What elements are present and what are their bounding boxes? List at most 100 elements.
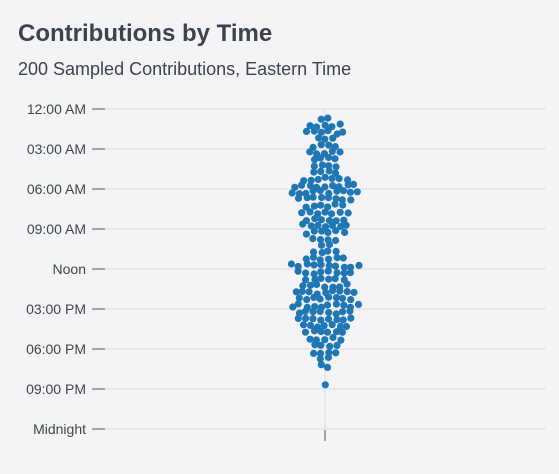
data-point xyxy=(350,288,358,296)
data-point xyxy=(298,209,306,217)
data-point xyxy=(331,155,339,163)
data-point xyxy=(306,122,314,130)
data-point xyxy=(317,341,325,349)
data-point xyxy=(326,342,334,350)
data-point xyxy=(331,275,339,283)
data-point xyxy=(332,163,340,171)
data-point xyxy=(349,180,358,188)
data-point xyxy=(302,276,310,284)
data-point xyxy=(305,288,313,296)
data-point xyxy=(318,161,326,169)
data-point xyxy=(310,349,318,357)
data-point xyxy=(337,336,345,344)
data-point xyxy=(336,120,344,128)
data-point xyxy=(315,134,323,142)
data-point xyxy=(310,168,318,176)
data-point xyxy=(325,308,333,317)
data-point xyxy=(324,194,333,202)
data-point xyxy=(318,249,326,257)
data-point xyxy=(306,148,314,156)
data-point xyxy=(317,115,325,123)
data-point xyxy=(333,187,341,195)
data-point xyxy=(292,288,300,296)
data-point xyxy=(331,262,340,270)
data-point xyxy=(328,174,336,183)
data-point xyxy=(310,127,318,135)
data-point xyxy=(339,316,347,324)
data-point xyxy=(309,193,317,201)
data-point xyxy=(325,153,333,162)
data-point xyxy=(289,303,297,311)
y-tick-label: 09:00 PM xyxy=(26,381,86,397)
chart-subtitle: 200 Sampled Contributions, Eastern Time xyxy=(18,59,352,79)
data-point xyxy=(306,281,315,289)
data-point xyxy=(327,210,336,218)
data-point xyxy=(318,193,326,202)
data-point xyxy=(339,201,347,209)
data-point xyxy=(316,154,324,162)
data-point xyxy=(340,263,348,271)
data-point xyxy=(299,282,307,290)
data-point xyxy=(321,336,329,344)
data-point xyxy=(336,287,344,295)
data-point xyxy=(309,187,317,195)
data-point xyxy=(302,127,311,135)
data-point xyxy=(310,227,318,235)
data-point xyxy=(303,296,311,304)
data-point xyxy=(328,221,336,230)
data-point xyxy=(317,216,325,224)
data-point xyxy=(339,128,347,136)
data-point xyxy=(301,307,309,315)
data-point xyxy=(333,254,341,262)
data-point xyxy=(310,270,318,278)
data-point xyxy=(321,135,329,143)
data-point xyxy=(325,255,333,263)
data-point xyxy=(325,275,333,283)
data-point xyxy=(331,169,340,177)
data-point xyxy=(323,328,332,336)
data-point xyxy=(316,349,325,357)
data-point xyxy=(332,227,340,235)
data-point xyxy=(332,195,340,203)
data-point xyxy=(332,310,340,318)
data-point xyxy=(324,247,332,255)
data-point xyxy=(317,167,325,175)
data-point xyxy=(287,260,295,268)
data-point xyxy=(310,156,319,164)
y-tick-label: 03:00 PM xyxy=(26,301,86,317)
data-point xyxy=(353,188,361,196)
data-point xyxy=(336,208,344,216)
data-point xyxy=(342,221,350,229)
data-point xyxy=(291,183,299,191)
data-point xyxy=(317,128,325,136)
data-point xyxy=(309,235,317,243)
data-point xyxy=(344,181,352,189)
data-point xyxy=(313,280,321,288)
data-point xyxy=(316,187,324,195)
data-point xyxy=(342,322,351,331)
data-point xyxy=(306,335,314,343)
data-point xyxy=(316,307,324,316)
data-point xyxy=(306,208,314,216)
data-point xyxy=(309,315,317,323)
data-point xyxy=(329,134,337,142)
data-point xyxy=(339,254,347,262)
data-point xyxy=(311,341,319,349)
data-point xyxy=(307,222,315,230)
data-point xyxy=(309,308,317,316)
data-point xyxy=(340,301,348,309)
y-tick-label: 06:00 PM xyxy=(26,341,86,357)
data-point xyxy=(306,321,315,329)
data-point xyxy=(316,355,324,363)
y-tick-label: 09:00 AM xyxy=(27,221,86,237)
data-point xyxy=(329,182,337,190)
data-point xyxy=(310,162,318,170)
y-tick-label: 12:00 AM xyxy=(27,101,86,117)
data-point xyxy=(317,141,325,149)
data-point xyxy=(328,287,337,295)
data-point xyxy=(320,322,328,330)
data-point xyxy=(332,300,340,308)
data-point xyxy=(333,328,341,336)
